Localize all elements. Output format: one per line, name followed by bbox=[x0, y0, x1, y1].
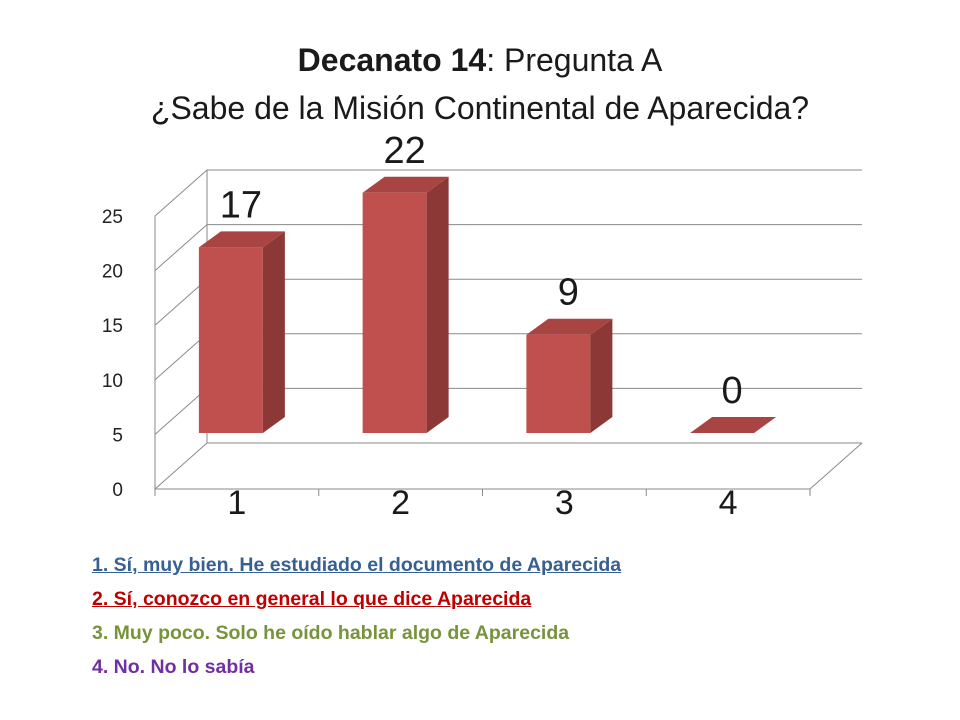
bar-3-side bbox=[590, 318, 613, 433]
y-tick-label-0: 0 bbox=[112, 480, 123, 501]
side-gridline-3 bbox=[154, 278, 208, 326]
y-tick-label-5: 25 bbox=[102, 207, 123, 228]
title-bold: Decanato 14 bbox=[297, 42, 487, 78]
side-gridline-1 bbox=[154, 388, 208, 435]
floor-right-edge bbox=[809, 442, 863, 490]
legend: 1. Sí, muy bien. He estudiado el documen… bbox=[92, 548, 621, 684]
data-label-2: 22 bbox=[383, 130, 425, 172]
legend-item-2: 2. Sí, conozco en general lo que dice Ap… bbox=[92, 588, 532, 610]
title-rest: : Pregunta A bbox=[486, 42, 663, 78]
y-tick-label-2: 10 bbox=[102, 371, 123, 392]
chart-title: Decanato 14: Pregunta A ¿Sabe de la Misi… bbox=[0, 36, 960, 132]
bar-2-front bbox=[362, 192, 427, 433]
chart-subtitle: ¿Sabe de la Misión Continental de Aparec… bbox=[150, 90, 810, 126]
bar-1-front bbox=[198, 247, 263, 433]
x-tick-label-1: 1 bbox=[227, 484, 246, 522]
bar-3-front bbox=[526, 334, 591, 433]
bar-1-top bbox=[198, 231, 285, 248]
side-gridline-5 bbox=[154, 169, 208, 217]
x-tick-label-3: 3 bbox=[555, 484, 574, 522]
x-tick-label-4: 4 bbox=[719, 484, 738, 522]
bar-1-side bbox=[262, 231, 285, 433]
data-label-1: 17 bbox=[220, 184, 262, 226]
bar-3-top bbox=[526, 318, 613, 335]
side-gridline-0 bbox=[154, 442, 208, 490]
y-tick-label-3: 15 bbox=[102, 316, 123, 337]
data-label-3: 9 bbox=[558, 272, 579, 314]
legend-item-3: 3. Muy poco. Solo he oído hablar algo de… bbox=[92, 622, 570, 644]
data-label-4: 0 bbox=[722, 370, 743, 412]
x-tick-label-2: 2 bbox=[391, 484, 410, 522]
y-tick-label-1: 5 bbox=[112, 425, 123, 446]
y-tick-label-4: 20 bbox=[102, 262, 123, 283]
side-gridline-2 bbox=[154, 333, 208, 381]
bar-2-top bbox=[362, 176, 449, 193]
bar-2-side bbox=[426, 176, 449, 433]
side-gridline-4 bbox=[154, 224, 208, 271]
legend-item-4: 4. No. No lo sabía bbox=[92, 656, 255, 678]
title-line-1: Decanato 14: Pregunta A bbox=[0, 36, 960, 84]
legend-item-1: 1. Sí, muy bien. He estudiado el documen… bbox=[92, 554, 622, 576]
bar-4-top bbox=[690, 417, 777, 433]
